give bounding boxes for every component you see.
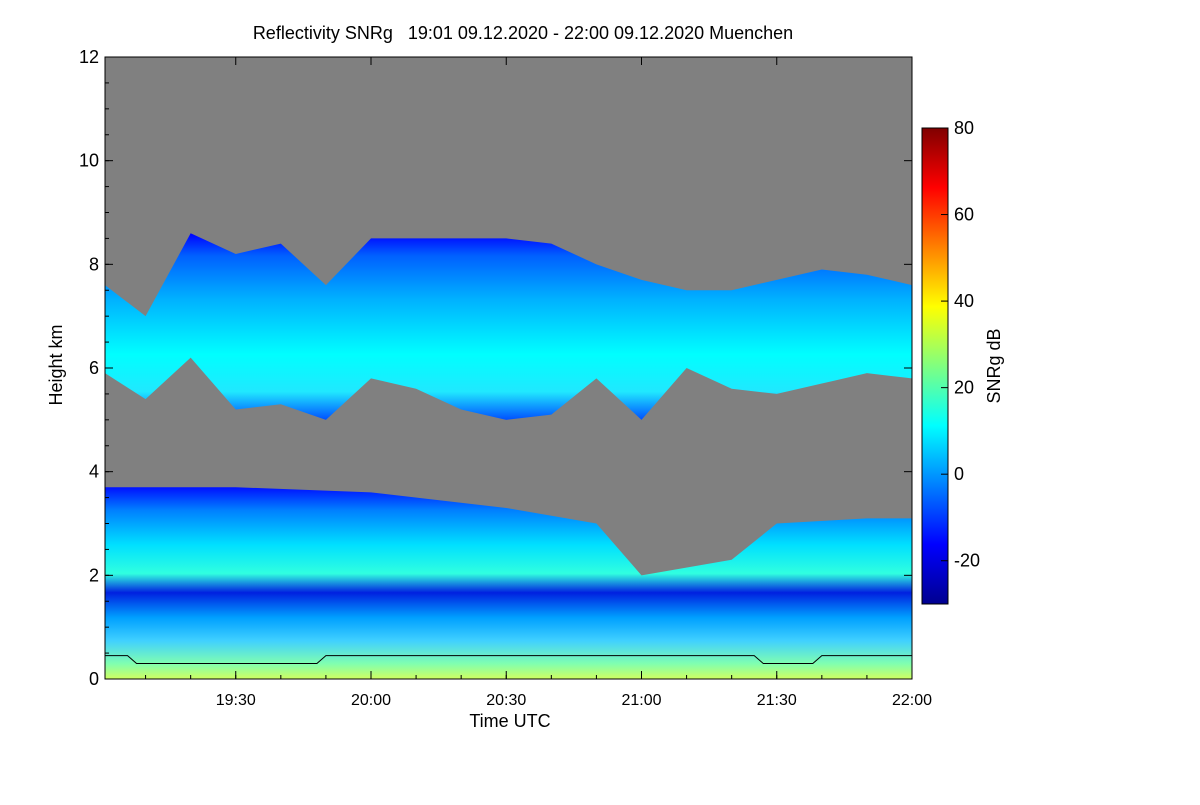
colorbar-gradient xyxy=(921,127,949,605)
chart-title: Reflectivity SNRg 19:01 09.12.2020 - 22:… xyxy=(253,23,793,43)
echo-layer-2 xyxy=(105,487,912,679)
x-tick-label: 21:30 xyxy=(757,692,797,709)
colorbar-tick-label: 40 xyxy=(954,291,974,311)
y-tick-label: 0 xyxy=(89,669,99,689)
colorbar-ticks: -20 0 20 40 60 80 xyxy=(941,118,980,571)
x-tick-label: 19:30 xyxy=(216,692,256,709)
y-tick-label: 6 xyxy=(89,358,99,378)
y-tick-label: 12 xyxy=(79,47,99,67)
x-tick-label: 20:00 xyxy=(351,692,391,709)
x-axis-label: Time UTC xyxy=(469,711,550,731)
x-tick-label: 20:30 xyxy=(486,692,526,709)
colorbar-tick-label: 0 xyxy=(954,464,964,484)
echo-layer-1 xyxy=(105,233,912,420)
colorbar: -20 0 20 40 60 80 SNRg dB xyxy=(921,118,1004,605)
colorbar-tick-label: 20 xyxy=(954,378,974,398)
boundary-line xyxy=(105,655,912,664)
x-tick-label: 21:00 xyxy=(621,692,661,709)
colorbar-tick-label: -20 xyxy=(954,551,980,571)
colorbar-tick-label: 60 xyxy=(954,205,974,225)
x-axis: 19:30 20:00 20:30 21:00 21:30 22:00 xyxy=(145,57,932,709)
x-tick-label: 22:00 xyxy=(892,692,932,709)
y-tick-label: 10 xyxy=(79,151,99,171)
colorbar-label: SNRg dB xyxy=(984,328,1004,403)
colorbar-tick-label: 80 xyxy=(954,118,974,138)
plot-area xyxy=(105,57,912,679)
echo-layers xyxy=(105,233,912,679)
y-axis-label: Height km xyxy=(46,324,66,405)
y-tick-label: 2 xyxy=(89,565,99,585)
y-axis: 0 2 4 6 8 10 12 xyxy=(79,47,912,689)
y-tick-label: 4 xyxy=(89,462,99,482)
y-tick-label: 8 xyxy=(89,254,99,274)
